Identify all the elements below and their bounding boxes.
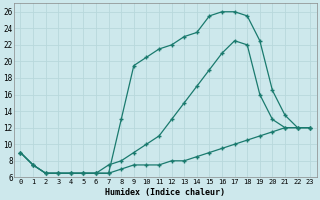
X-axis label: Humidex (Indice chaleur): Humidex (Indice chaleur) xyxy=(105,188,225,197)
